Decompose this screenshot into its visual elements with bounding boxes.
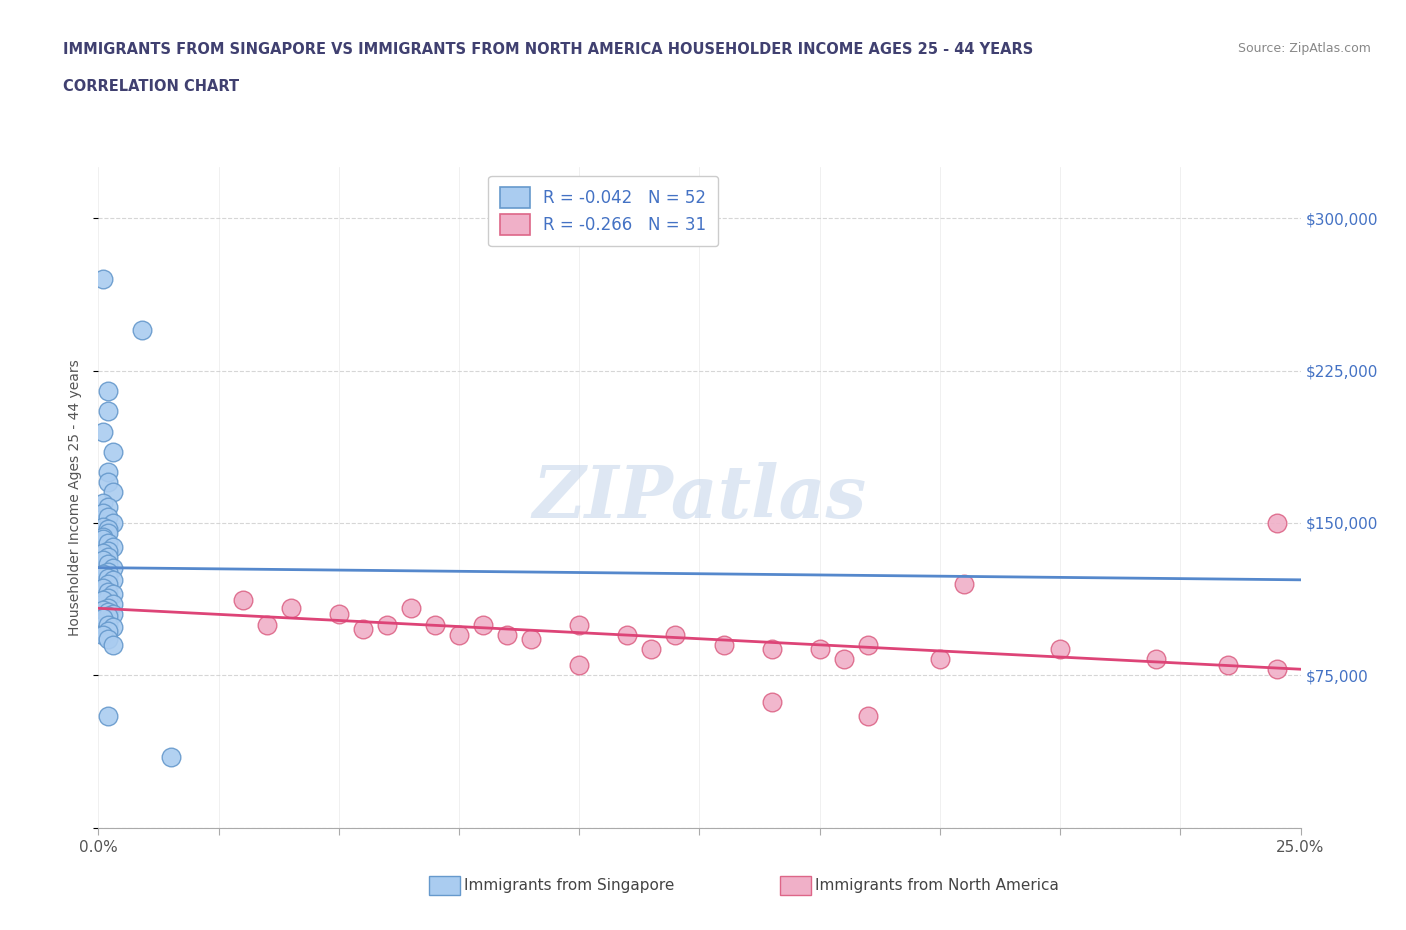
Text: Source: ZipAtlas.com: Source: ZipAtlas.com <box>1237 42 1371 55</box>
Point <box>928 652 950 667</box>
Point <box>91 603 114 618</box>
Point <box>101 485 124 500</box>
Point <box>97 404 120 418</box>
Point <box>568 658 591 672</box>
Point <box>1218 658 1240 672</box>
Text: IMMIGRANTS FROM SINGAPORE VS IMMIGRANTS FROM NORTH AMERICA HOUSEHOLDER INCOME AG: IMMIGRANTS FROM SINGAPORE VS IMMIGRANTS … <box>63 42 1033 57</box>
Point <box>91 566 114 581</box>
Point <box>616 627 638 642</box>
Point <box>761 642 783 657</box>
Point <box>97 556 120 571</box>
Point <box>496 627 519 642</box>
Point <box>97 475 120 490</box>
Text: Immigrants from Singapore: Immigrants from Singapore <box>464 878 675 893</box>
Point <box>568 618 591 632</box>
Point <box>97 565 120 579</box>
Point <box>91 272 114 286</box>
Point <box>375 618 398 632</box>
Text: CORRELATION CHART: CORRELATION CHART <box>63 79 239 94</box>
Point <box>91 505 114 520</box>
Point <box>101 597 124 612</box>
Point <box>97 591 120 605</box>
Point <box>856 709 879 724</box>
Point <box>97 383 120 398</box>
Point <box>423 618 446 632</box>
Point <box>97 609 120 624</box>
Point <box>256 618 278 632</box>
Point <box>97 522 120 537</box>
Point <box>91 546 114 561</box>
Point <box>97 585 120 600</box>
Point <box>159 750 181 764</box>
Point <box>91 424 114 439</box>
Point <box>97 510 120 525</box>
Point <box>101 560 124 575</box>
Point <box>472 618 495 632</box>
Text: Immigrants from North America: Immigrants from North America <box>815 878 1059 893</box>
Point <box>328 607 350 622</box>
Point <box>97 631 120 646</box>
Point <box>640 642 662 657</box>
Point <box>91 580 114 595</box>
Point <box>91 592 114 607</box>
Point <box>101 572 124 587</box>
Point <box>91 532 114 547</box>
Y-axis label: Householder Income Ages 25 - 44 years: Householder Income Ages 25 - 44 years <box>69 359 83 636</box>
Point <box>1144 652 1167 667</box>
Point <box>97 577 120 591</box>
Point <box>97 623 120 638</box>
Point <box>91 530 114 545</box>
Point <box>97 601 120 616</box>
Point <box>399 601 422 616</box>
Point <box>97 570 120 585</box>
Point <box>97 709 120 724</box>
Point <box>101 540 124 555</box>
Point <box>953 577 976 591</box>
Point <box>1265 662 1288 677</box>
Point <box>352 621 374 636</box>
Point <box>761 695 783 710</box>
Point <box>832 652 855 667</box>
Point <box>856 637 879 652</box>
Point <box>97 544 120 559</box>
Point <box>101 607 124 622</box>
Point <box>101 587 124 602</box>
Point <box>101 637 124 652</box>
Point <box>97 499 120 514</box>
Point <box>97 536 120 551</box>
Point <box>664 627 686 642</box>
Point <box>91 552 114 567</box>
Point <box>808 642 831 657</box>
Point <box>447 627 470 642</box>
Point <box>280 601 302 616</box>
Point <box>97 465 120 480</box>
Legend: R = -0.042   N = 52, R = -0.266   N = 31: R = -0.042 N = 52, R = -0.266 N = 31 <box>488 176 718 246</box>
Point <box>101 619 124 634</box>
Point <box>101 515 124 530</box>
Point <box>1049 642 1071 657</box>
Point <box>1265 515 1288 530</box>
Text: ZIPatlas: ZIPatlas <box>533 462 866 533</box>
Point <box>97 550 120 565</box>
Point <box>520 631 543 646</box>
Point <box>713 637 735 652</box>
Point <box>97 604 120 619</box>
Point <box>97 618 120 632</box>
Point <box>97 525 120 540</box>
Point <box>232 592 254 607</box>
Point <box>101 445 124 459</box>
Point <box>91 520 114 535</box>
Point <box>91 627 114 642</box>
Point <box>91 611 114 626</box>
Point <box>131 323 153 338</box>
Point <box>91 495 114 510</box>
